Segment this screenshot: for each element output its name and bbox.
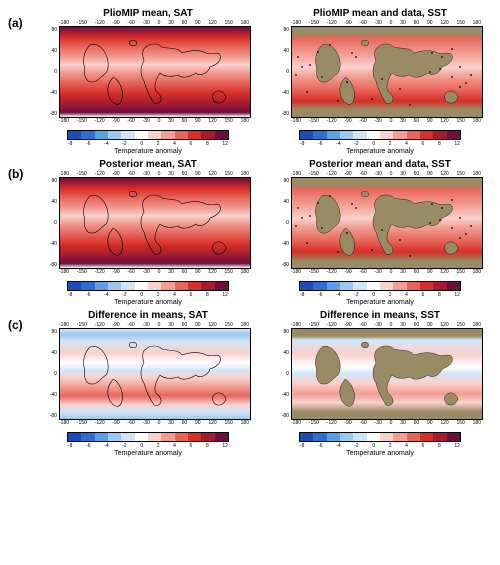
row-label: (c) xyxy=(8,310,28,457)
colorbar: -8-6-4-20246812Temperature anomaly xyxy=(299,432,461,457)
colorbar: -8-6-4-20246812Temperature anomaly xyxy=(67,281,229,306)
colorbar-label: Temperature anomaly xyxy=(346,450,414,457)
figure-row: (b) Posterior mean, SAT-180-150-120-90-60… xyxy=(8,159,492,306)
map-panel: Posterior mean and data, SST-180-150-120… xyxy=(268,159,492,306)
row-label: (a) xyxy=(8,8,28,155)
map-panel: PlioMIP mean and data, SST-180-150-120-9… xyxy=(268,8,492,155)
row-label: (b) xyxy=(8,159,28,306)
colorbar: -8-6-4-20246812Temperature anomaly xyxy=(67,130,229,155)
colorbar-label: Temperature anomaly xyxy=(346,299,414,306)
colorbar: -8-6-4-20246812Temperature anomaly xyxy=(67,432,229,457)
map-panel: Posterior mean, SAT-180-150-120-90-60-30… xyxy=(36,159,260,306)
colorbar-label: Temperature anomaly xyxy=(114,148,182,155)
world-map xyxy=(59,177,251,269)
world-map xyxy=(291,26,483,118)
plot-title: Difference in means, SAT xyxy=(88,310,208,321)
colorbar: -8-6-4-20246812Temperature anomaly xyxy=(299,130,461,155)
figure-row: (a) PlioMIP mean, SAT-180-150-120-90-60-3… xyxy=(8,8,492,155)
plot-title: PlioMIP mean, SAT xyxy=(103,8,193,19)
figure-row: (c) Difference in means, SAT-180-150-120-… xyxy=(8,310,492,457)
plot-title: Posterior mean and data, SST xyxy=(309,159,451,170)
colorbar-label: Temperature anomaly xyxy=(346,148,414,155)
world-map xyxy=(291,177,483,269)
colorbar: -8-6-4-20246812Temperature anomaly xyxy=(299,281,461,306)
plot-title: PlioMIP mean and data, SST xyxy=(313,8,447,19)
plot-title: Posterior mean, SAT xyxy=(99,159,197,170)
world-map xyxy=(59,328,251,420)
colorbar-label: Temperature anomaly xyxy=(114,299,182,306)
world-map xyxy=(59,26,251,118)
world-map xyxy=(291,328,483,420)
map-panel: Difference in means, SAT-180-150-120-90-… xyxy=(36,310,260,457)
map-panel: Difference in means, SST-180-150-120-90-… xyxy=(268,310,492,457)
colorbar-label: Temperature anomaly xyxy=(114,450,182,457)
plot-title: Difference in means, SST xyxy=(320,310,440,321)
map-panel: PlioMIP mean, SAT-180-150-120-90-60-3003… xyxy=(36,8,260,155)
